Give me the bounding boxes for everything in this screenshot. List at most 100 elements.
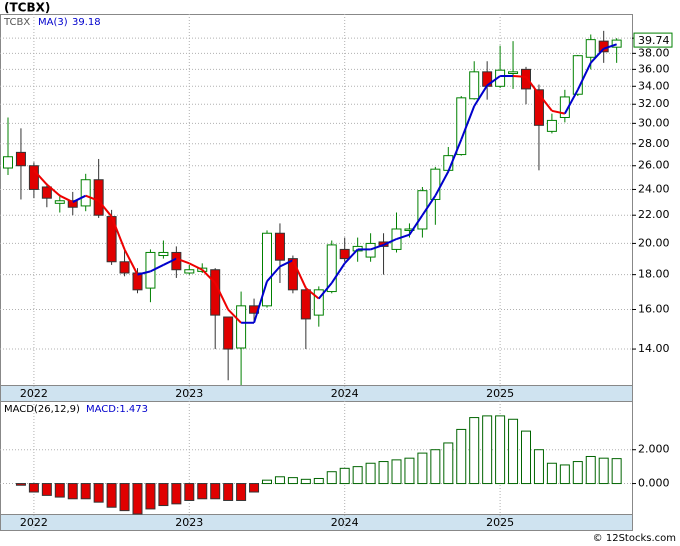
macd-bar bbox=[443, 442, 454, 485]
ma-segment bbox=[97, 200, 113, 218]
candle-body bbox=[533, 89, 544, 126]
macd-bar bbox=[67, 483, 78, 500]
ma-segment bbox=[137, 270, 151, 276]
ma-segment bbox=[603, 43, 617, 50]
candle-body bbox=[469, 71, 480, 100]
candle-body bbox=[132, 272, 143, 291]
ma-segment bbox=[266, 265, 281, 282]
candle-body bbox=[313, 289, 324, 316]
y-tick-label: 24.00 bbox=[638, 182, 670, 195]
macd-bar bbox=[546, 462, 557, 485]
ma-segment bbox=[291, 259, 307, 289]
ma-segment bbox=[33, 169, 48, 186]
ma-segment bbox=[150, 264, 164, 273]
ma-segment bbox=[396, 233, 410, 240]
y-tick-label: 38.00 bbox=[638, 46, 670, 59]
macd-bar bbox=[274, 476, 285, 485]
macd-bar bbox=[326, 471, 337, 485]
macd-bar bbox=[106, 483, 117, 508]
footer: © 12Stocks.com bbox=[593, 533, 676, 544]
ma-segment bbox=[383, 238, 397, 246]
macd-bar bbox=[300, 478, 311, 485]
y-tick-label: 20.00 bbox=[638, 236, 670, 249]
y-tick-label: 18.00 bbox=[638, 268, 670, 281]
candle-body bbox=[404, 228, 415, 231]
date-band bbox=[0, 385, 633, 402]
y-tick-label: 0.000 bbox=[638, 477, 670, 490]
candle-body bbox=[223, 316, 234, 350]
macd-bar bbox=[171, 483, 182, 505]
macd-bar bbox=[585, 455, 596, 485]
last-price-label: 39.74 bbox=[638, 34, 670, 47]
ma-segment bbox=[214, 282, 230, 310]
candle-body bbox=[572, 55, 583, 95]
x-tick-label: 2024 bbox=[331, 516, 359, 529]
macd-bar bbox=[391, 459, 402, 485]
candle-body bbox=[210, 269, 221, 316]
ma-segment bbox=[525, 76, 540, 95]
candle-body bbox=[184, 269, 195, 274]
y-tick-label: 2.000 bbox=[638, 443, 670, 456]
macd-bar bbox=[236, 483, 247, 501]
ma-segment bbox=[110, 216, 126, 250]
ma-segment bbox=[343, 248, 359, 265]
ma-segment bbox=[460, 105, 476, 140]
ma-segment bbox=[176, 257, 190, 265]
candle-body bbox=[339, 248, 350, 260]
macd-bar bbox=[54, 483, 65, 498]
x-tick-label: 2023 bbox=[175, 516, 203, 529]
macd-bar bbox=[482, 415, 493, 485]
candle-body bbox=[274, 232, 285, 261]
ma-segment bbox=[123, 248, 139, 276]
macd-bar bbox=[249, 483, 260, 493]
ma-segment bbox=[421, 195, 437, 216]
candle-body bbox=[93, 179, 104, 216]
candle-body bbox=[521, 68, 531, 90]
candles bbox=[3, 30, 622, 385]
candle-body bbox=[15, 151, 26, 167]
ma-segment bbox=[253, 280, 268, 324]
y-tick-label: 14.00 bbox=[638, 342, 670, 355]
macd-bar bbox=[158, 483, 169, 507]
ma-segment bbox=[85, 194, 100, 202]
macd-bar bbox=[572, 461, 583, 485]
candle-body bbox=[119, 261, 130, 274]
candle-body bbox=[430, 168, 441, 200]
date-band bbox=[0, 514, 633, 531]
candle-body bbox=[508, 71, 519, 75]
candle-body bbox=[54, 200, 65, 204]
candle-body bbox=[585, 39, 596, 58]
candle-body bbox=[67, 200, 78, 208]
x-tick-label: 2022 bbox=[20, 387, 48, 400]
candle-body bbox=[262, 232, 272, 307]
x-tick-label: 2023 bbox=[175, 387, 203, 400]
ma-segment bbox=[551, 109, 566, 115]
macd-bar bbox=[339, 467, 350, 485]
macd-bar bbox=[313, 477, 324, 485]
macd-bar bbox=[262, 479, 272, 485]
ma-segment bbox=[434, 171, 450, 197]
macd-bar bbox=[119, 483, 130, 512]
candle-body bbox=[611, 39, 622, 48]
macd-bar bbox=[469, 417, 480, 485]
macd-bar bbox=[145, 483, 156, 510]
macd-bar bbox=[521, 430, 531, 485]
macd-bar bbox=[559, 464, 570, 485]
y-tick-label: 28.00 bbox=[638, 137, 670, 150]
ma-segment bbox=[512, 75, 527, 78]
candle-body bbox=[326, 244, 337, 293]
ma-segment bbox=[305, 287, 320, 300]
y-tick-label: 36.00 bbox=[638, 62, 670, 75]
macd-bar bbox=[287, 477, 298, 485]
macd-bar bbox=[365, 462, 376, 485]
macd-bar bbox=[132, 483, 143, 515]
macd-bar bbox=[184, 483, 195, 501]
ma-segment bbox=[473, 84, 488, 107]
legend-symbol: TCBX bbox=[3, 17, 30, 28]
candle-body bbox=[300, 289, 311, 320]
ma-segment bbox=[576, 62, 592, 91]
candle-body bbox=[598, 40, 609, 53]
candle-body bbox=[546, 119, 557, 132]
